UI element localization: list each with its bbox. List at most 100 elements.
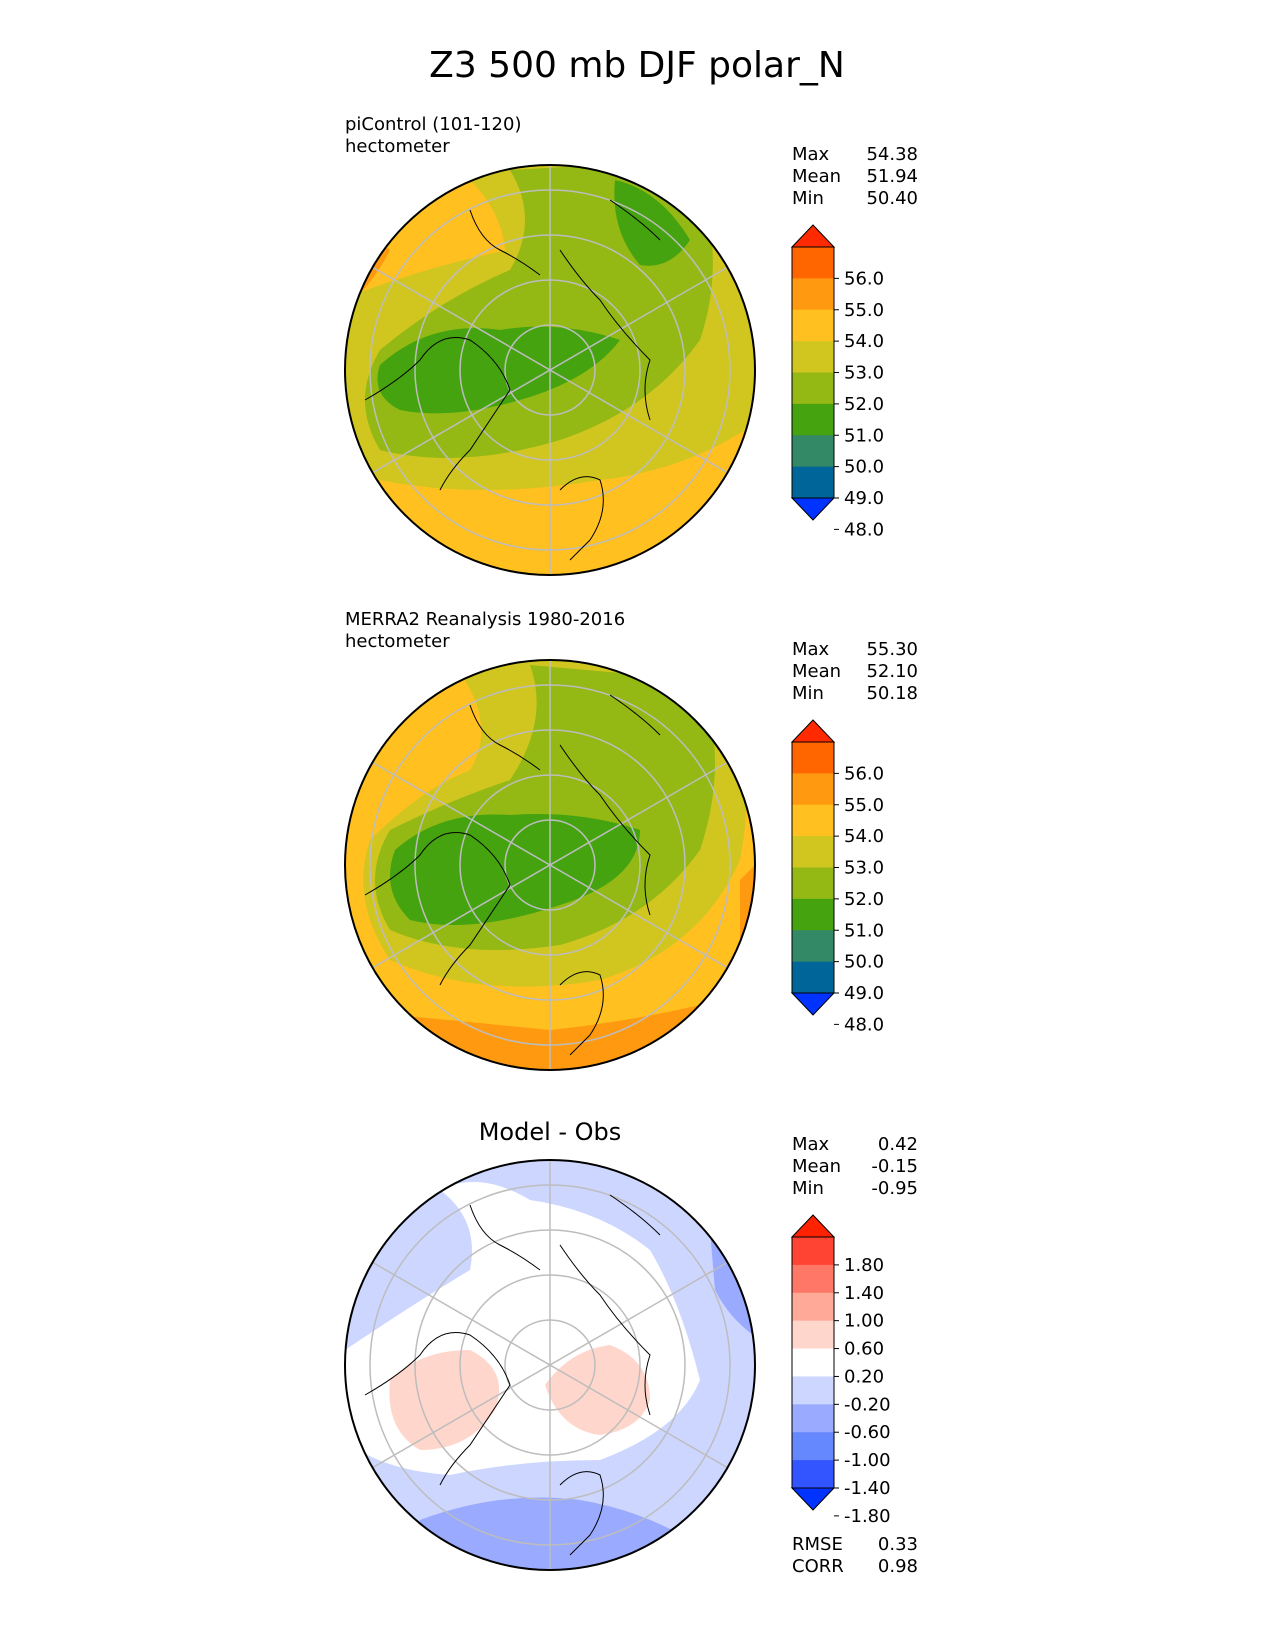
colorbar-segment [792,435,834,468]
colorbar-tick-label: 0.20 [844,1366,884,1387]
colorbar-extend-min [790,992,836,1016]
colorbar-segment [792,804,834,837]
stat-label: Max [792,144,830,165]
colorbar-segment [792,372,834,405]
stat-label: Min [792,188,824,209]
metrics-box: RMSE 0.33 CORR 0.98 [792,1534,918,1577]
stat-value: 50.40 [866,188,918,209]
colorbar-segment [792,466,834,499]
colorbar-tick-label: 52.0 [844,394,884,415]
colorbar-tick-label: -1.00 [844,1450,891,1471]
stat-value: 50.18 [866,683,918,704]
colorbar-segment [792,403,834,436]
map-field [345,660,755,1070]
page-title: Z3 500 mb DJF polar_N [429,45,845,86]
colorbar-tick-label: 54.0 [844,826,884,847]
colorbar: 56.0 55.0 54.0 53.0 52.0 51.0 50.0 49.0 48.0 [790,224,884,540]
coastlines [364,199,661,561]
stat-value: 52.10 [866,661,918,682]
panel-obs: MERRA2 Reanalysis 1980-2016 hectometer [344,609,918,1071]
colorbar-tick-label: 55.0 [844,300,884,321]
map-boundary [344,1159,756,1571]
stat-label: Max [792,639,830,660]
colorbar-segment [792,1264,834,1294]
colorbar-tick-label: 56.0 [844,268,884,289]
colorbar-tick-label: 54.0 [844,331,884,352]
panel-diff: Model - Obs M [344,1118,918,1577]
colorbar-tick-label: 1.40 [844,1283,884,1304]
colorbar: 56.0 55.0 54.0 53.0 52.0 51.0 50.0 49.0 48.0 [790,719,884,1035]
colorbar-extend-min [790,1487,836,1511]
colorbar-tick-label: 51.0 [844,425,884,446]
colorbar-extend-max [790,224,836,248]
case-label: piControl (101-120) [345,114,521,135]
colorbar-tick-label: 53.0 [844,363,884,384]
colorbar-tick-label: 48.0 [844,519,884,540]
colorbar-tick-label: -1.40 [844,1478,891,1499]
panel-model: piControl (101-120) hectometer [344,114,918,576]
stats-box: Max 55.30 Mean 52.10 Min 50.18 [792,639,918,704]
colorbar-tick-label: 1.80 [844,1255,884,1276]
stat-label: Mean [792,1156,841,1177]
colorbar-tick-label: 55.0 [844,795,884,816]
metric-label: RMSE [792,1534,843,1555]
graticule [369,165,731,575]
colorbar-segment [792,867,834,900]
stats-box: Max 0.42 Mean -0.15 Min -0.95 [792,1134,918,1199]
map-boundary [344,659,756,1071]
colorbar-segment [792,1292,834,1322]
colorbar-tick-label: 0.60 [844,1339,884,1360]
metric-value: 0.33 [878,1534,918,1555]
colorbar-segment [792,898,834,931]
colorbar-tick-label: 49.0 [844,983,884,1004]
stats-box: Max 54.38 Mean 51.94 Min 50.40 [792,144,918,209]
colorbar-tick-label: -0.60 [844,1422,891,1443]
colorbar-frame [791,1236,835,1489]
colorbar-tick-label: -0.20 [844,1394,891,1415]
colorbar: 1.80 1.40 1.00 0.60 0.20 -0.20 -0.60 -1.00 -1.40… [790,1214,891,1527]
colorbar-segment [792,773,834,806]
colorbar-tick-label: -1.80 [844,1506,891,1527]
stat-value: 55.30 [866,639,918,660]
stat-value: -0.15 [871,1156,918,1177]
colorbar-segment [792,1348,834,1377]
graticule [369,660,731,1070]
stat-label: Min [792,683,824,704]
stat-value: 0.42 [878,1134,918,1155]
colorbar-extend-max [790,719,836,743]
coastlines [364,1194,661,1556]
colorbar-segment [792,247,834,279]
colorbar-segment [792,278,834,311]
colorbar-tick-label: 49.0 [844,488,884,509]
map-field [345,1160,755,1570]
colorbar-tick-label: 51.0 [844,920,884,941]
map-boundary [344,164,756,576]
metric-value: 0.98 [878,1556,918,1577]
colorbar-extend-max [790,1214,836,1238]
colorbar-segment [792,1320,834,1350]
colorbar-segment [792,1432,834,1461]
colorbar-segment [792,930,834,963]
diff-title: Model - Obs [479,1118,622,1146]
stat-label: Max [792,1134,830,1155]
metric-label: CORR [792,1556,844,1577]
colorbar-segment [792,309,834,342]
colorbar-segment [792,742,834,774]
stat-label: Min [792,1178,824,1199]
units-label: hectometer [345,631,450,652]
colorbar-extend-min [790,497,836,521]
graticule [369,1160,731,1570]
colorbar-segment [792,341,834,373]
case-label: MERRA2 Reanalysis 1980-2016 [345,609,625,630]
colorbar-tick-label: 50.0 [844,952,884,973]
colorbar-tick-label: 53.0 [844,858,884,879]
stat-value: 51.94 [866,166,918,187]
units-label: hectometer [345,136,450,157]
colorbar-tick-label: 1.00 [844,1311,884,1332]
colorbar-tick-label: 50.0 [844,457,884,478]
colorbar-tick-label: 52.0 [844,889,884,910]
colorbar-tick-label: 48.0 [844,1014,884,1035]
colorbar-segment [792,961,834,994]
colorbar-segment [792,1376,834,1405]
